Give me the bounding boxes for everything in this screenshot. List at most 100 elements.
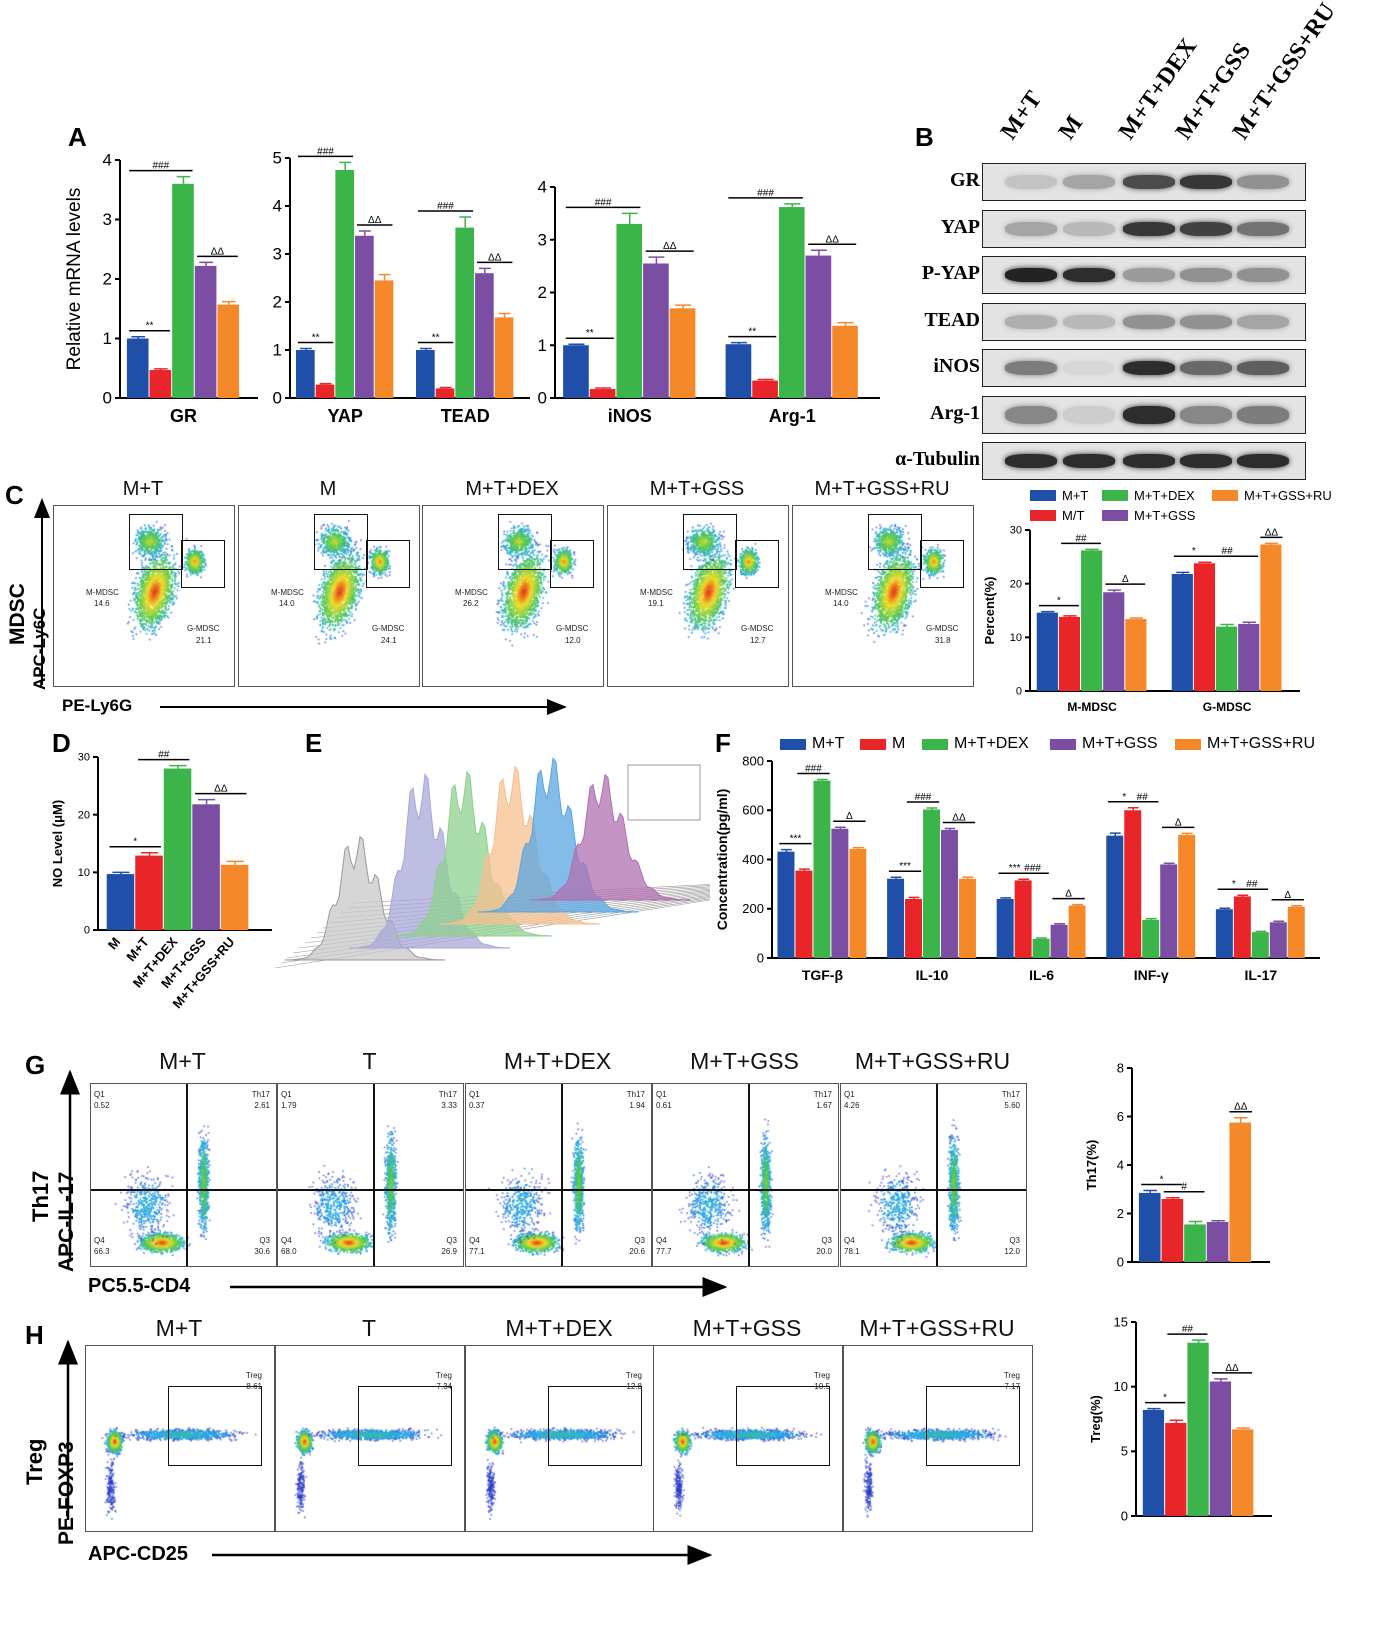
- bar: [1269, 922, 1287, 958]
- bar: [887, 878, 905, 958]
- bar: [220, 864, 249, 930]
- group-label: TGF-β: [802, 967, 844, 983]
- bar: [1160, 864, 1178, 958]
- bar: [1209, 1381, 1232, 1516]
- legend-label: M+T+DEX: [954, 735, 1029, 752]
- flow-scatter: [423, 506, 603, 686]
- bar: [163, 768, 192, 930]
- quadrant-line-horizontal: [466, 1189, 651, 1191]
- error-bar: [358, 230, 371, 236]
- error-bar: [890, 876, 902, 879]
- gate-g-mdsc: [920, 540, 964, 588]
- bar: [752, 380, 778, 398]
- error-bar: [1145, 917, 1157, 920]
- bar: [1216, 626, 1238, 691]
- error-bar: [221, 300, 236, 305]
- blot-band: [1237, 175, 1289, 189]
- bar: [1124, 810, 1142, 958]
- quadrant-line-vertical: [373, 1084, 375, 1266]
- error-bar: [378, 273, 391, 281]
- group-label: Arg-1: [769, 406, 816, 426]
- treg-gate-label: Treg: [813, 1371, 830, 1380]
- gate-label-g-mdsc: G-MDSC: [556, 624, 589, 633]
- error-bar: [675, 304, 692, 309]
- significance-mark: ##: [1246, 879, 1258, 890]
- error-bar: [154, 368, 168, 371]
- gate-label-g-mdsc: G-MDSC: [741, 624, 774, 633]
- significance-mark: ΔΔ: [1265, 527, 1279, 538]
- y-tick-label: 2: [273, 293, 282, 312]
- significance-mark: ##: [1137, 792, 1149, 803]
- histogram-curve: [284, 835, 446, 961]
- bar: [941, 829, 958, 958]
- legend-swatch: [922, 738, 948, 750]
- bar: [1206, 1221, 1229, 1262]
- q1-label: Q1: [94, 1090, 105, 1099]
- error-bar: [1219, 907, 1231, 910]
- significance-mark: **: [432, 333, 440, 344]
- q3-label: Q3: [446, 1236, 457, 1245]
- bar: [1171, 574, 1193, 691]
- gate-m-mdsc: [314, 514, 368, 570]
- bar: [1260, 544, 1282, 691]
- th17-gate-label: Th17: [251, 1090, 270, 1099]
- blot-band: [1180, 175, 1232, 189]
- bar-chart-a3: 0 1 2 3 4 iNOS ** ### ΔΔ Arg-1 ** ### ΔΔ: [538, 178, 880, 426]
- significance-mark: *: [1232, 879, 1236, 890]
- error-bar: [1181, 832, 1193, 835]
- legend-item: M+T+GSS: [1102, 508, 1195, 523]
- blot-strip: [982, 442, 1306, 480]
- y-tick-label: 3: [538, 230, 547, 249]
- q3-label: Q3: [634, 1236, 645, 1245]
- flow-plot-mdsc: M-MDSC 26.2 G-MDSC 12.0: [422, 505, 604, 687]
- error-bar: [1233, 1116, 1248, 1123]
- error-bar: [1191, 1339, 1206, 1343]
- blot-band: [1005, 221, 1057, 236]
- q3-value: 12.0: [1004, 1247, 1020, 1256]
- blot-band: [1005, 361, 1057, 375]
- y-tick-label: 200: [742, 901, 764, 916]
- q3-label: Q3: [821, 1236, 832, 1245]
- bar: [494, 317, 514, 398]
- blot-band: [1005, 175, 1057, 189]
- legend-label: M+T: [812, 735, 845, 752]
- x-tick-label: M: [105, 934, 123, 952]
- blot-row-label: Arg-1: [930, 401, 980, 424]
- significance-mark: *: [1057, 596, 1061, 607]
- bar: [725, 344, 752, 398]
- y-tick-label: 0: [103, 389, 112, 408]
- histogram-curve: [439, 765, 601, 925]
- significance-mark: ###: [757, 188, 774, 199]
- treg-gate-label: Treg: [245, 1371, 262, 1380]
- gate-label-m-mdsc: M-MDSC: [640, 588, 673, 597]
- y-tick-label: 800: [742, 753, 764, 768]
- y-axis-label: Treg(%): [1088, 1395, 1103, 1443]
- y-tick-label: 1: [273, 341, 282, 360]
- error-bar: [439, 386, 452, 389]
- error-bar: [1072, 903, 1083, 906]
- th17-gate-label: Th17: [626, 1090, 645, 1099]
- blot-row-label: P-YAP: [921, 262, 980, 284]
- treg-value: 8.61: [246, 1382, 262, 1391]
- y-tick-label: 6: [1117, 1109, 1124, 1124]
- legend-item: M/T: [1030, 508, 1084, 523]
- y-tick-label: 1: [103, 329, 112, 348]
- error-bar: [1198, 561, 1212, 564]
- significance-mark: *: [1163, 1393, 1167, 1404]
- bar: [192, 804, 220, 930]
- flow-plot-mdsc: M-MDSC 14.0 G-MDSC 31.8: [792, 505, 974, 687]
- quadrant-line-vertical: [186, 1084, 188, 1266]
- th17-value: 2.61: [254, 1101, 270, 1110]
- error-bar: [1000, 897, 1012, 899]
- bar: [435, 388, 455, 398]
- legend-label: M/T: [1062, 508, 1085, 523]
- blot-band: [1180, 405, 1232, 424]
- bar: [475, 273, 494, 398]
- error-bar: [757, 378, 774, 381]
- y-axis-label: Percent(%): [982, 577, 997, 645]
- significance-mark: ###: [317, 146, 334, 157]
- significance-mark: ΔΔ: [1234, 1102, 1248, 1113]
